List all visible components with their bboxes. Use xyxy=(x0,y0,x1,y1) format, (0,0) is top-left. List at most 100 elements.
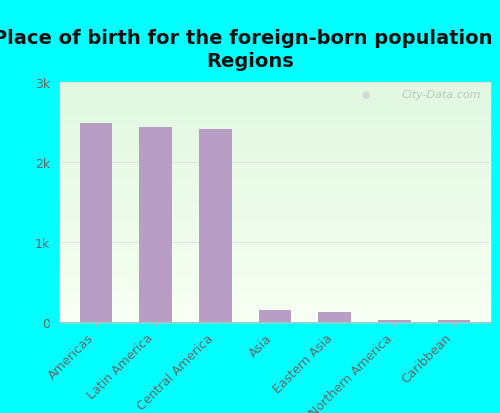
Bar xyxy=(60,293,490,294)
Bar xyxy=(60,299,490,301)
Bar xyxy=(60,224,490,225)
Bar xyxy=(60,320,490,321)
Bar xyxy=(60,226,490,228)
Bar xyxy=(60,177,490,178)
Bar xyxy=(60,321,490,322)
Bar xyxy=(60,267,490,268)
Bar xyxy=(60,120,490,121)
Bar xyxy=(60,202,490,204)
Bar xyxy=(60,98,490,100)
Bar xyxy=(60,132,490,133)
Bar xyxy=(60,184,490,185)
Bar xyxy=(60,232,490,233)
Bar xyxy=(60,105,490,107)
Bar xyxy=(60,248,490,249)
Bar xyxy=(60,281,490,282)
Bar xyxy=(60,125,490,126)
Bar xyxy=(60,290,490,291)
Bar xyxy=(60,89,490,90)
Bar xyxy=(60,91,490,92)
Bar xyxy=(60,280,490,281)
Bar xyxy=(60,145,490,146)
Bar xyxy=(60,207,490,209)
Bar xyxy=(60,141,490,142)
Bar xyxy=(60,230,490,231)
Bar xyxy=(60,154,490,156)
Bar xyxy=(60,194,490,195)
Bar xyxy=(60,279,490,280)
Bar xyxy=(60,164,490,165)
Bar xyxy=(60,304,490,305)
Bar xyxy=(60,122,490,123)
Bar xyxy=(60,133,490,134)
Bar xyxy=(60,316,490,317)
Bar xyxy=(60,272,490,273)
Bar xyxy=(60,96,490,97)
Bar xyxy=(60,292,490,293)
Bar xyxy=(60,161,490,163)
Bar xyxy=(60,134,490,135)
Bar xyxy=(60,151,490,152)
Bar xyxy=(60,301,490,302)
Bar xyxy=(60,158,490,159)
Bar xyxy=(60,107,490,108)
Bar xyxy=(60,285,490,286)
Bar xyxy=(60,287,490,289)
Bar xyxy=(60,247,490,248)
Bar xyxy=(60,297,490,298)
Bar xyxy=(60,282,490,284)
Bar xyxy=(60,183,490,184)
Bar xyxy=(60,296,490,297)
Bar xyxy=(60,146,490,147)
Bar xyxy=(60,121,490,122)
Text: Place of birth for the foreign-born population -
Regions: Place of birth for the foreign-born popu… xyxy=(0,29,500,71)
Bar xyxy=(60,95,490,96)
Bar xyxy=(60,286,490,287)
Bar xyxy=(60,189,490,190)
Bar xyxy=(60,225,490,226)
Bar xyxy=(60,200,490,201)
Bar xyxy=(60,104,490,105)
Bar xyxy=(60,126,490,127)
Bar xyxy=(60,256,490,257)
Bar xyxy=(60,152,490,153)
Bar xyxy=(60,139,490,140)
Bar xyxy=(60,165,490,166)
Bar xyxy=(60,236,490,237)
Bar xyxy=(60,209,490,211)
Bar xyxy=(60,212,490,213)
Bar xyxy=(60,289,490,290)
Bar xyxy=(60,100,490,101)
Bar xyxy=(60,185,490,187)
Bar xyxy=(60,303,490,304)
Bar xyxy=(60,97,490,98)
Bar xyxy=(60,221,490,223)
Bar xyxy=(60,211,490,212)
Bar xyxy=(60,159,490,160)
Bar xyxy=(60,255,490,256)
Bar xyxy=(60,308,490,309)
Bar xyxy=(60,138,490,139)
Bar xyxy=(60,181,490,182)
Bar xyxy=(60,168,490,169)
Bar xyxy=(60,205,490,206)
Bar xyxy=(60,127,490,128)
Bar xyxy=(60,318,490,320)
Bar xyxy=(60,306,490,308)
Bar xyxy=(60,243,490,244)
Bar xyxy=(438,320,470,322)
Bar xyxy=(60,140,490,141)
Bar xyxy=(60,108,490,109)
Bar xyxy=(60,112,490,113)
Bar xyxy=(60,147,490,149)
Bar xyxy=(60,114,490,115)
Text: City-Data.com: City-Data.com xyxy=(402,90,481,100)
Bar xyxy=(60,193,490,194)
Bar xyxy=(60,166,490,168)
Bar xyxy=(60,115,490,116)
Bar xyxy=(60,187,490,188)
Bar xyxy=(60,110,490,112)
Bar xyxy=(60,310,490,311)
Bar xyxy=(60,190,490,192)
Bar xyxy=(60,242,490,243)
